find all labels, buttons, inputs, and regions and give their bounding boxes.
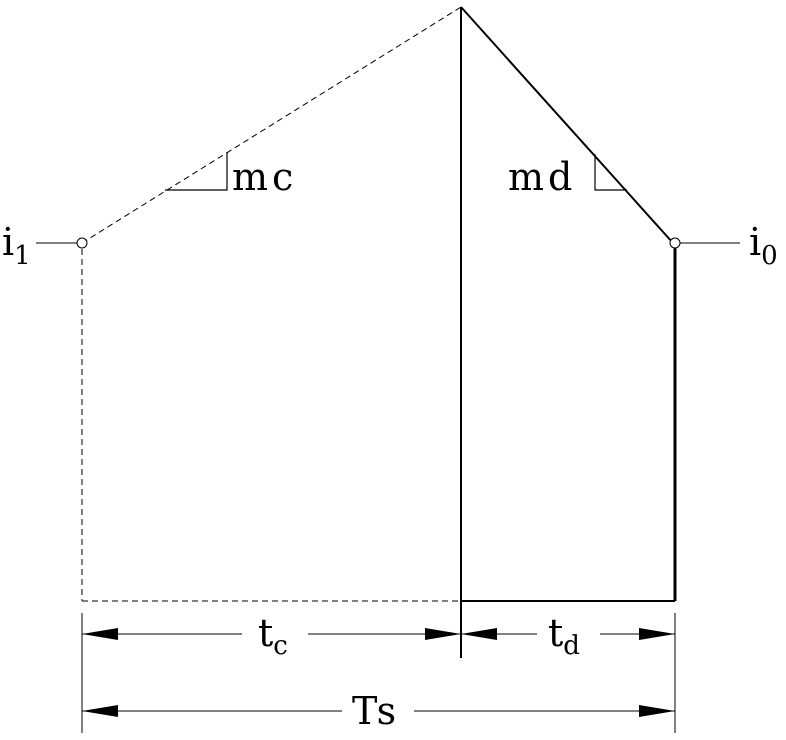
mc-label: mc	[232, 155, 297, 199]
td-label: td	[548, 611, 580, 661]
tc-label: tc	[258, 611, 288, 661]
md-slope-marker	[594, 154, 627, 191]
i0-terminal-circle	[669, 237, 681, 249]
ts-label: Ts	[352, 689, 398, 733]
i1-terminal-circle	[76, 237, 88, 249]
i1-label: i1	[2, 220, 31, 271]
mc-slope-marker	[165, 152, 228, 191]
md-label: md	[508, 155, 576, 199]
discharge-ramp-line	[460, 6, 674, 244]
charge-ramp-line	[81, 6, 462, 244]
i0-label: i0	[749, 220, 778, 271]
